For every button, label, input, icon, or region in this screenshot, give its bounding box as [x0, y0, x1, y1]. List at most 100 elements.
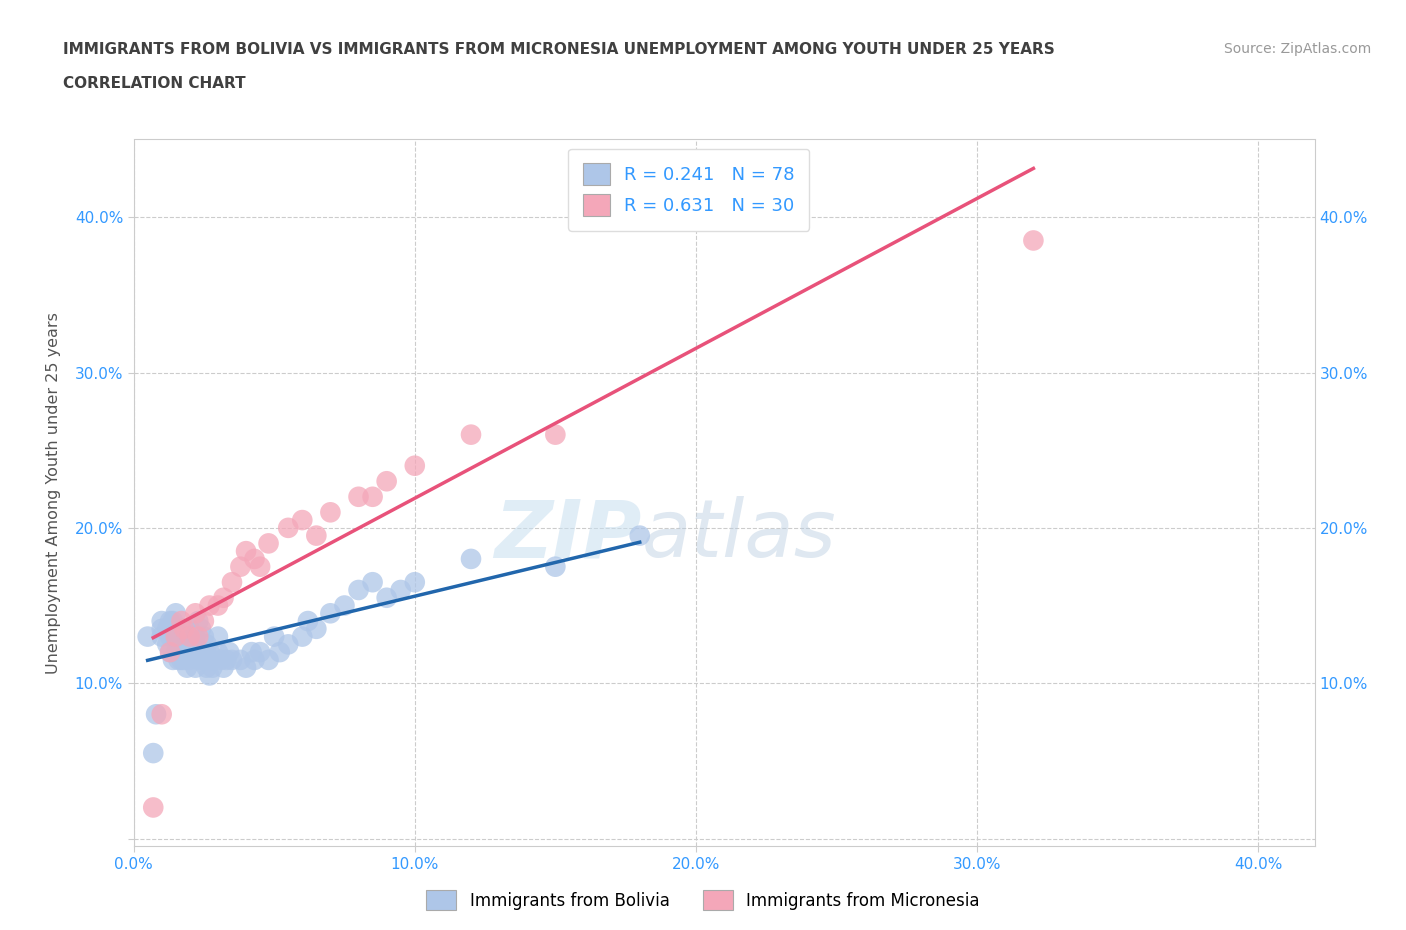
Point — [179, 621, 201, 636]
Point — [193, 630, 215, 644]
Point — [187, 614, 209, 629]
Point — [142, 800, 165, 815]
Point — [235, 544, 257, 559]
Point — [159, 614, 181, 629]
Point — [221, 653, 243, 668]
Point — [544, 427, 567, 442]
Point — [347, 582, 370, 597]
Point — [159, 644, 181, 659]
Point — [198, 598, 221, 613]
Point — [190, 621, 212, 636]
Point — [243, 551, 266, 566]
Point — [319, 505, 342, 520]
Point — [212, 660, 235, 675]
Point — [207, 630, 229, 644]
Point — [389, 582, 412, 597]
Point — [170, 630, 193, 644]
Point — [184, 660, 207, 675]
Point — [187, 630, 209, 644]
Y-axis label: Unemployment Among Youth under 25 years: Unemployment Among Youth under 25 years — [46, 312, 60, 674]
Point — [179, 630, 201, 644]
Point — [167, 653, 190, 668]
Point — [181, 630, 204, 644]
Point — [1022, 233, 1045, 248]
Point — [221, 575, 243, 590]
Point — [404, 575, 426, 590]
Point — [198, 644, 221, 659]
Point — [277, 521, 299, 536]
Point — [165, 630, 187, 644]
Point — [173, 653, 195, 668]
Point — [361, 575, 384, 590]
Point — [375, 591, 398, 605]
Point — [150, 614, 173, 629]
Text: IMMIGRANTS FROM BOLIVIA VS IMMIGRANTS FROM MICRONESIA UNEMPLOYMENT AMONG YOUTH U: IMMIGRANTS FROM BOLIVIA VS IMMIGRANTS FR… — [63, 42, 1054, 57]
Point — [173, 637, 195, 652]
Point — [165, 621, 187, 636]
Point — [150, 630, 173, 644]
Point — [159, 630, 181, 644]
Point — [257, 536, 280, 551]
Point — [179, 653, 201, 668]
Point — [269, 644, 291, 659]
Point — [209, 653, 232, 668]
Point — [277, 637, 299, 652]
Point — [249, 559, 271, 574]
Point — [257, 653, 280, 668]
Point — [167, 630, 190, 644]
Point — [347, 489, 370, 504]
Point — [215, 653, 238, 668]
Point — [167, 637, 190, 652]
Point — [404, 458, 426, 473]
Point — [165, 605, 187, 620]
Text: ZIP: ZIP — [494, 497, 641, 575]
Point — [162, 653, 184, 668]
Point — [207, 644, 229, 659]
Point — [193, 653, 215, 668]
Point — [176, 630, 198, 644]
Point — [156, 621, 179, 636]
Point — [263, 630, 285, 644]
Point — [170, 653, 193, 668]
Point — [218, 644, 240, 659]
Point — [162, 614, 184, 629]
Text: Source: ZipAtlas.com: Source: ZipAtlas.com — [1223, 42, 1371, 56]
Point — [212, 591, 235, 605]
Point — [184, 630, 207, 644]
Point — [305, 528, 328, 543]
Point — [291, 512, 314, 527]
Point — [240, 644, 263, 659]
Point — [544, 559, 567, 574]
Point — [195, 637, 218, 652]
Point — [184, 637, 207, 652]
Point — [156, 637, 179, 652]
Point — [173, 621, 195, 636]
Point — [165, 644, 187, 659]
Point — [628, 528, 651, 543]
Point — [319, 605, 342, 620]
Point — [201, 653, 224, 668]
Point — [201, 660, 224, 675]
Point — [179, 630, 201, 644]
Point — [375, 473, 398, 488]
Point — [181, 644, 204, 659]
Text: CORRELATION CHART: CORRELATION CHART — [63, 76, 246, 91]
Point — [249, 644, 271, 659]
Point — [190, 644, 212, 659]
Point — [170, 614, 193, 629]
Point — [150, 621, 173, 636]
Point — [229, 559, 252, 574]
Point — [305, 621, 328, 636]
Point — [460, 427, 482, 442]
Point — [297, 614, 319, 629]
Point — [145, 707, 167, 722]
Point — [195, 660, 218, 675]
Point — [460, 551, 482, 566]
Point — [235, 660, 257, 675]
Point — [176, 660, 198, 675]
Point — [159, 644, 181, 659]
Point — [173, 621, 195, 636]
Point — [198, 668, 221, 683]
Text: atlas: atlas — [641, 497, 837, 575]
Point — [291, 630, 314, 644]
